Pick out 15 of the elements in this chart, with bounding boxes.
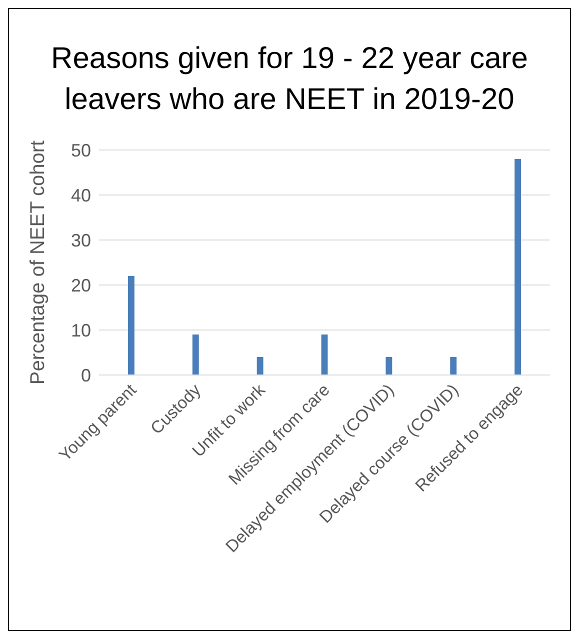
y-axis-title: Percentage of NEET cohort [27, 140, 50, 385]
bar [321, 334, 328, 375]
y-tick-label: 40 [70, 185, 91, 206]
bar [386, 357, 392, 375]
y-tick-label: 30 [70, 230, 91, 250]
bar [128, 276, 134, 375]
chart-title: Reasons given for 19 - 22 year care leavers who are NEET in 2019-20 [50, 41, 529, 118]
y-tick-label: 20 [70, 275, 91, 296]
y-tick-label: 10 [70, 320, 91, 340]
bar [514, 159, 522, 375]
bar [192, 334, 199, 375]
y-tick-label: 50 [70, 140, 91, 160]
y-tick-label: 0 [80, 365, 91, 386]
bar [450, 357, 457, 375]
bar [256, 357, 264, 375]
